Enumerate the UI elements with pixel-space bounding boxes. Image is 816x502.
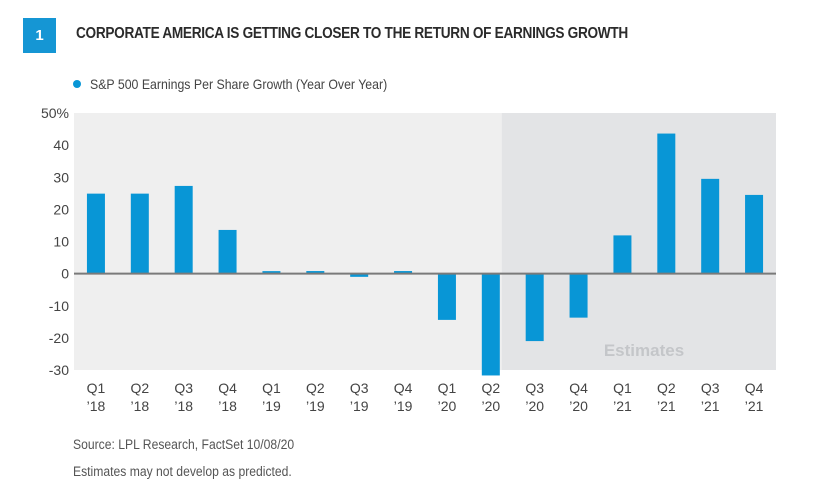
bar	[218, 229, 237, 274]
bar	[745, 194, 764, 274]
x-axis: Q1 ’18 Q2 ’18 Q3 ’18 Q4 ’18 Q1 ’19 Q2 ’19 Q3 ’19 Q4 ’19…	[87, 380, 764, 414]
bar	[130, 193, 149, 274]
x-tick-year-label: ’21	[657, 398, 676, 414]
bar	[657, 133, 676, 274]
x-tick-quarter-label: Q3	[174, 380, 193, 396]
bar	[86, 193, 105, 274]
bar	[701, 178, 720, 274]
x-tick-year-label: ’19	[262, 398, 281, 414]
legend: S&P 500 Earnings Per Share Growth (Year …	[73, 76, 428, 92]
x-tick-quarter-label: Q3	[525, 380, 544, 396]
x-tick-year-label: ’18	[130, 398, 149, 414]
x-tick-quarter-label: Q2	[130, 380, 149, 396]
x-tick-year-label: ’19	[350, 398, 369, 414]
estimates-label: Estimates	[604, 341, 684, 360]
bar	[569, 273, 588, 318]
y-axis: 50% 40 30 20 10 0 -10 -20 -30	[41, 105, 69, 378]
x-tick-year-label: ’21	[613, 398, 632, 414]
bar	[262, 271, 281, 274]
x-tick-quarter-label: Q1	[438, 380, 457, 396]
x-tick-quarter-label: Q4	[394, 380, 413, 396]
x-tick-year-label: ’19	[306, 398, 325, 414]
bar-chart: Estimates 50% 40 30 20 10 0 -10 -20 -30 Q1 ’18 Q2 ’…	[41, 105, 776, 414]
x-tick-quarter-label: Q3	[701, 380, 720, 396]
x-tick-year-label: ’20	[525, 398, 544, 414]
y-tick-label: -10	[49, 298, 69, 314]
x-tick-year-label: ’20	[569, 398, 588, 414]
bar	[174, 185, 193, 274]
bar	[525, 273, 544, 342]
legend-marker-icon	[73, 80, 81, 88]
bar	[613, 235, 632, 274]
x-tick-quarter-label: Q2	[306, 380, 325, 396]
x-tick-quarter-label: Q3	[350, 380, 369, 396]
y-tick-label: 40	[53, 137, 69, 153]
legend-label: S&P 500 Earnings Per Share Growth (Year …	[90, 76, 388, 92]
chart-title: CORPORATE AMERICA IS GETTING CLOSER TO T…	[76, 25, 628, 42]
y-tick-label: -20	[49, 330, 69, 346]
x-tick-year-label: ’21	[745, 398, 764, 414]
bar	[306, 271, 325, 274]
bar	[481, 273, 500, 376]
bar	[394, 271, 413, 274]
x-tick-year-label: ’21	[701, 398, 720, 414]
x-tick-year-label: ’18	[174, 398, 193, 414]
y-tick-label: 10	[53, 234, 69, 250]
x-tick-year-label: ’18	[87, 398, 106, 414]
x-tick-quarter-label: Q4	[745, 380, 764, 396]
x-tick-year-label: ’20	[438, 398, 457, 414]
y-tick-label: 20	[53, 201, 69, 217]
source-note: Source: LPL Research, FactSet 10/08/20	[73, 437, 295, 452]
bars	[86, 133, 764, 376]
x-tick-quarter-label: Q1	[87, 380, 106, 396]
y-tick-label: 30	[53, 169, 69, 185]
x-tick-year-label: ’20	[481, 398, 500, 414]
y-tick-label: -30	[49, 362, 69, 378]
x-tick-quarter-label: Q4	[569, 380, 588, 396]
figure-number-badge: 1	[23, 18, 56, 53]
bar	[437, 273, 456, 320]
disclaimer-note: Estimates may not develop as predicted.	[73, 464, 292, 479]
bar	[350, 273, 369, 277]
x-tick-quarter-label: Q2	[657, 380, 676, 396]
x-tick-year-label: ’18	[218, 398, 237, 414]
x-tick-quarter-label: Q2	[481, 380, 500, 396]
x-tick-year-label: ’19	[394, 398, 413, 414]
y-tick-label: 50%	[41, 105, 69, 121]
x-tick-quarter-label: Q1	[613, 380, 632, 396]
x-tick-quarter-label: Q1	[262, 380, 281, 396]
x-tick-quarter-label: Q4	[218, 380, 237, 396]
estimates-region	[501, 113, 776, 370]
y-tick-label: 0	[61, 266, 69, 282]
